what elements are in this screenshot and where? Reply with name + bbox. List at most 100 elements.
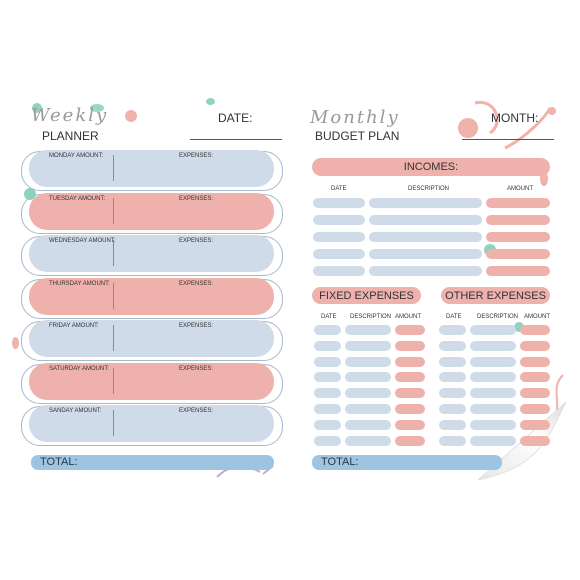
other-expense-cell[interactable] (439, 372, 466, 383)
other-expense-cell[interactable] (520, 419, 550, 430)
other-expense-cell[interactable] (470, 404, 516, 414)
income-cell[interactable] (486, 266, 550, 276)
fixed-expense-cell[interactable] (345, 388, 391, 399)
fixed-expenses-label: FIXED EXPENSES (319, 289, 414, 302)
month-label: MONTH: (491, 111, 539, 125)
month-line[interactable] (462, 139, 554, 140)
fixed-expense-cell[interactable] (345, 372, 391, 383)
other-expense-cell[interactable] (470, 419, 516, 430)
other-expense-cell[interactable] (520, 388, 550, 399)
other-expense-cell[interactable] (439, 419, 466, 430)
incomes-col-amount: AMOUNT (507, 186, 533, 192)
other-expense-cell[interactable] (470, 340, 516, 351)
day-row[interactable]: FRIDAY AMOUNT: EXPENSES: (29, 320, 274, 357)
other-col-date: DATE (446, 314, 462, 320)
incomes-col-date: DATE (331, 186, 347, 192)
day-expenses-label: EXPENSES: (179, 238, 214, 244)
day-divider (113, 155, 114, 181)
other-expense-cell[interactable] (520, 435, 550, 446)
fixed-expense-cell[interactable] (345, 325, 391, 335)
fixed-expense-cell[interactable] (314, 372, 341, 383)
fixed-expense-cell[interactable] (314, 388, 341, 399)
day-row[interactable]: THURSDAY AMOUNT: EXPENSES: (29, 277, 274, 315)
income-cell[interactable] (313, 198, 365, 208)
day-row[interactable]: SANDAY AMOUNT: EXPENSES: (29, 405, 274, 442)
income-cell[interactable] (369, 198, 482, 208)
other-expense-cell[interactable] (470, 388, 516, 399)
income-cell[interactable] (369, 266, 482, 276)
date-line[interactable] (190, 139, 282, 140)
other-expense-cell[interactable] (470, 372, 516, 383)
day-expenses-label: EXPENSES: (179, 280, 214, 287)
day-row[interactable]: WEDNESDAY AMOUNT: EXPENSES: (29, 235, 274, 272)
fixed-expense-cell[interactable] (395, 340, 425, 351)
fixed-col-description: DESCRIPTION (350, 314, 392, 320)
fixed-expense-cell[interactable] (395, 356, 425, 367)
fixed-expense-cell[interactable] (345, 435, 391, 446)
fixed-col-amount: AMOUNT (395, 314, 421, 320)
income-cell[interactable] (486, 198, 550, 208)
pink-dot-decoration (540, 172, 548, 186)
other-expense-cell[interactable] (520, 340, 550, 351)
income-cell[interactable] (486, 249, 550, 259)
income-cell[interactable] (313, 249, 365, 259)
other-expense-cell[interactable] (520, 356, 550, 367)
income-cell[interactable] (313, 232, 365, 242)
fixed-expense-cell[interactable] (395, 435, 425, 446)
income-cell[interactable] (486, 232, 550, 242)
fixed-expense-cell[interactable] (314, 325, 341, 335)
other-expense-cell[interactable] (439, 340, 466, 351)
other-expenses-header: OTHER EXPENSES (441, 287, 550, 304)
fixed-expense-cell[interactable] (395, 388, 425, 399)
other-expense-cell[interactable] (439, 356, 466, 367)
other-expense-cell[interactable] (520, 325, 550, 335)
income-cell[interactable] (369, 249, 482, 259)
day-row[interactable]: MONDAY AMOUNT: EXPENSES: (29, 150, 274, 187)
income-cell[interactable] (313, 266, 365, 276)
day-row[interactable]: TUESDAY AMOUNT: EXPENSES: (29, 192, 274, 230)
day-amount-label: SATURDAY AMOUNT: (49, 365, 110, 372)
income-cell[interactable] (369, 232, 482, 242)
weekly-script-title: Weekly (31, 105, 109, 126)
day-divider (113, 325, 114, 351)
other-expense-cell[interactable] (439, 435, 466, 446)
other-expense-cell[interactable] (439, 404, 466, 414)
income-cell[interactable] (486, 215, 550, 225)
fixed-expense-cell[interactable] (345, 340, 391, 351)
income-cell[interactable] (313, 215, 365, 225)
day-expenses-label: EXPENSES: (179, 323, 214, 329)
pink-swirl-decoration (458, 118, 478, 138)
fixed-expense-cell[interactable] (395, 325, 425, 335)
day-divider (113, 367, 114, 394)
other-expense-cell[interactable] (470, 356, 516, 367)
teal-dot-decoration (206, 98, 215, 105)
day-divider (113, 410, 114, 436)
fixed-expense-cell[interactable] (395, 372, 425, 383)
fixed-expense-cell[interactable] (314, 404, 341, 414)
fixed-expense-cell[interactable] (345, 404, 391, 414)
fixed-expense-cell[interactable] (314, 435, 341, 446)
other-expense-cell[interactable] (439, 388, 466, 399)
day-divider (113, 282, 114, 309)
monthly-total-bar[interactable]: TOTAL: (312, 455, 502, 470)
other-expense-cell[interactable] (439, 325, 466, 335)
fixed-expense-cell[interactable] (314, 419, 341, 430)
fixed-col-date: DATE (321, 314, 337, 320)
other-expense-cell[interactable] (470, 325, 516, 335)
weekly-total-bar[interactable]: TOTAL: (31, 455, 274, 470)
fixed-expense-cell[interactable] (395, 404, 425, 414)
weekly-planner-title: PLANNER (42, 129, 99, 143)
day-row[interactable]: SATURDAY AMOUNT: EXPENSES: (29, 362, 274, 400)
monthly-total-label: TOTAL: (321, 456, 359, 468)
incomes-label: INCOMES: (403, 161, 459, 173)
fixed-expense-cell[interactable] (395, 419, 425, 430)
other-expense-cell[interactable] (520, 372, 550, 383)
fixed-expense-cell[interactable] (345, 419, 391, 430)
other-expense-cell[interactable] (470, 435, 516, 446)
other-expense-cell[interactable] (520, 404, 550, 414)
fixed-expense-cell[interactable] (345, 356, 391, 367)
fixed-expense-cell[interactable] (314, 356, 341, 367)
fixed-expense-cell[interactable] (314, 340, 341, 351)
income-cell[interactable] (369, 215, 482, 225)
pink-dot-decoration (12, 337, 19, 349)
